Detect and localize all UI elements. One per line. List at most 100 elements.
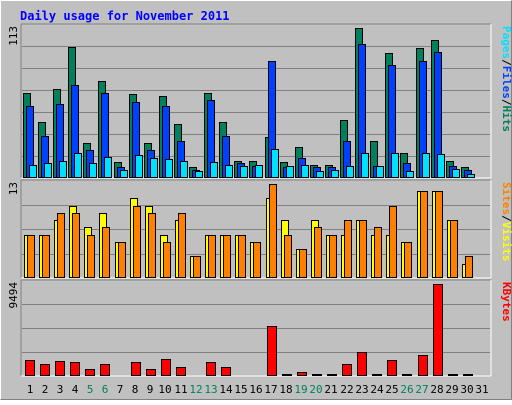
bar-sites-day-6 (102, 227, 110, 278)
bar-sites-day-5 (87, 235, 95, 278)
bar-kbytes-day-24 (372, 374, 382, 376)
x-tick-label-day-30: 30 (460, 383, 473, 396)
bar-pages-day-10 (165, 159, 173, 178)
bar-kbytes-day-17 (267, 326, 277, 376)
bar-pages-day-29 (452, 169, 460, 178)
bar-pages-day-9 (150, 158, 158, 178)
chart-title: Daily usage for November 2011 (20, 9, 230, 23)
bar-kbytes-day-3 (55, 361, 65, 376)
bar-kbytes-day-10 (161, 359, 171, 376)
x-tick-label-day-18: 18 (279, 383, 292, 396)
x-tick-label-day-17: 17 (264, 383, 277, 396)
bar-kbytes-day-1 (25, 360, 35, 376)
bar-kbytes-day-20 (312, 374, 322, 376)
series-label-part: / (500, 215, 512, 222)
series-label-part: Pages (500, 26, 512, 59)
series-label-visits-sites: Sites/Visits (500, 182, 512, 262)
bar-kbytes-day-21 (327, 374, 337, 376)
bar-kbytes-day-2 (40, 364, 50, 376)
x-tick-label-day-13: 13 (204, 383, 217, 396)
bar-sites-day-27 (420, 191, 428, 278)
ymax-label-kbytes: 9494 (7, 282, 20, 309)
bar-sites-day-8 (133, 206, 141, 278)
bar-pages-day-8 (135, 155, 143, 178)
ymax-label-hits-files-pages: 113 (7, 26, 20, 46)
x-tick-label-day-3: 3 (57, 383, 64, 396)
bar-kbytes-day-26 (402, 374, 412, 376)
x-tick-label-day-29: 29 (445, 383, 458, 396)
series-label-part: Visits (500, 222, 512, 262)
bar-pages-day-27 (422, 153, 430, 178)
bar-sites-day-30 (465, 256, 473, 278)
bar-sites-day-20 (314, 227, 322, 278)
bar-pages-day-30 (467, 174, 475, 178)
x-tick-label-day-14: 14 (219, 383, 233, 396)
bar-sites-day-24 (374, 227, 382, 278)
bar-sites-day-12 (193, 256, 201, 278)
bar-kbytes-day-11 (176, 367, 186, 376)
bar-kbytes-day-18 (282, 374, 292, 376)
x-tick-label-day-2: 2 (42, 383, 49, 396)
x-tick-label-day-20: 20 (309, 383, 322, 396)
x-tick-label-day-16: 16 (249, 383, 262, 396)
x-tick-label-day-27: 27 (415, 383, 428, 396)
series-label-part: KBytes (500, 282, 512, 322)
bar-kbytes-day-23 (357, 352, 367, 376)
bar-sites-day-26 (404, 242, 412, 278)
x-tick-label-day-19: 19 (294, 383, 307, 396)
bar-pages-day-2 (44, 163, 52, 178)
x-tick-label-day-7: 7 (117, 383, 124, 396)
bar-sites-day-11 (178, 213, 186, 278)
x-tick-label-day-21: 21 (324, 383, 337, 396)
bar-sites-day-4 (72, 213, 80, 278)
x-tick-label-day-8: 8 (132, 383, 139, 396)
bar-sites-day-25 (389, 206, 397, 278)
bar-pages-day-11 (180, 161, 188, 178)
bar-kbytes-day-8 (131, 362, 141, 376)
bar-pages-day-14 (225, 165, 233, 178)
bar-kbytes-day-29 (448, 374, 458, 376)
x-tick-label-day-23: 23 (355, 383, 368, 396)
x-tick-label-day-9: 9 (147, 383, 154, 396)
series-label-part: Hits (500, 106, 512, 133)
bar-kbytes-day-27 (418, 355, 428, 376)
bar-sites-day-3 (57, 213, 65, 278)
bar-kbytes-day-4 (70, 362, 80, 376)
bar-pages-day-24 (376, 166, 384, 178)
bar-pages-day-20 (316, 171, 324, 178)
x-tick-label-day-22: 22 (340, 383, 353, 396)
bar-sites-day-14 (223, 235, 231, 278)
x-tick-label-day-1: 1 (27, 383, 34, 396)
bar-pages-day-28 (437, 154, 445, 178)
bar-pages-day-25 (391, 153, 399, 178)
bar-pages-day-1 (29, 165, 37, 178)
bar-pages-day-4 (74, 153, 82, 178)
x-tick-label-day-4: 4 (72, 383, 79, 396)
bar-sites-day-22 (344, 220, 352, 278)
bar-pages-day-21 (331, 170, 339, 178)
bar-sites-day-17 (269, 184, 277, 278)
bar-sites-day-2 (42, 235, 50, 278)
bar-pages-day-22 (346, 166, 354, 178)
bar-kbytes-day-9 (146, 369, 156, 376)
bar-pages-day-18 (286, 166, 294, 178)
bar-pages-day-15 (240, 166, 248, 178)
x-tick-label-day-10: 10 (158, 383, 171, 396)
bar-sites-day-1 (27, 235, 35, 278)
bar-sites-day-13 (208, 235, 216, 278)
bar-sites-day-7 (118, 242, 126, 278)
bar-sites-day-9 (148, 213, 156, 278)
series-label-part: Files (500, 66, 512, 99)
x-tick-label-day-12: 12 (189, 383, 202, 396)
bar-pages-day-3 (59, 161, 67, 178)
bar-pages-day-13 (210, 162, 218, 178)
x-tick-label-day-11: 11 (174, 383, 187, 396)
bar-pages-day-17 (271, 149, 279, 178)
bar-kbytes-day-30 (463, 374, 473, 376)
bar-sites-day-16 (253, 242, 261, 278)
bar-sites-day-10 (163, 242, 171, 278)
bar-kbytes-day-14 (221, 367, 231, 376)
bar-sites-day-28 (435, 191, 443, 278)
